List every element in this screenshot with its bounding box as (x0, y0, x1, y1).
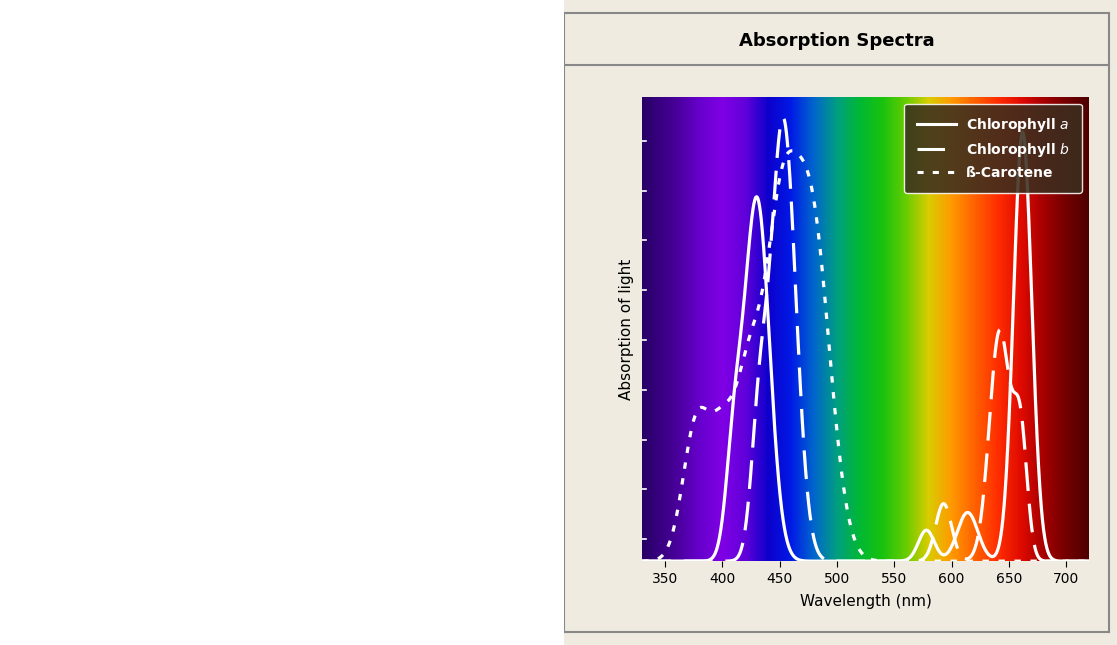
Y-axis label: Absorption of light: Absorption of light (619, 259, 634, 399)
Legend: Chlorophyll $a$, Chlorophyll $b$, ß-Carotene: Chlorophyll $a$, Chlorophyll $b$, ß-Caro… (905, 104, 1082, 193)
Text: Absorption Spectra: Absorption Spectra (738, 32, 935, 50)
X-axis label: Wavelength (nm): Wavelength (nm) (800, 594, 932, 609)
